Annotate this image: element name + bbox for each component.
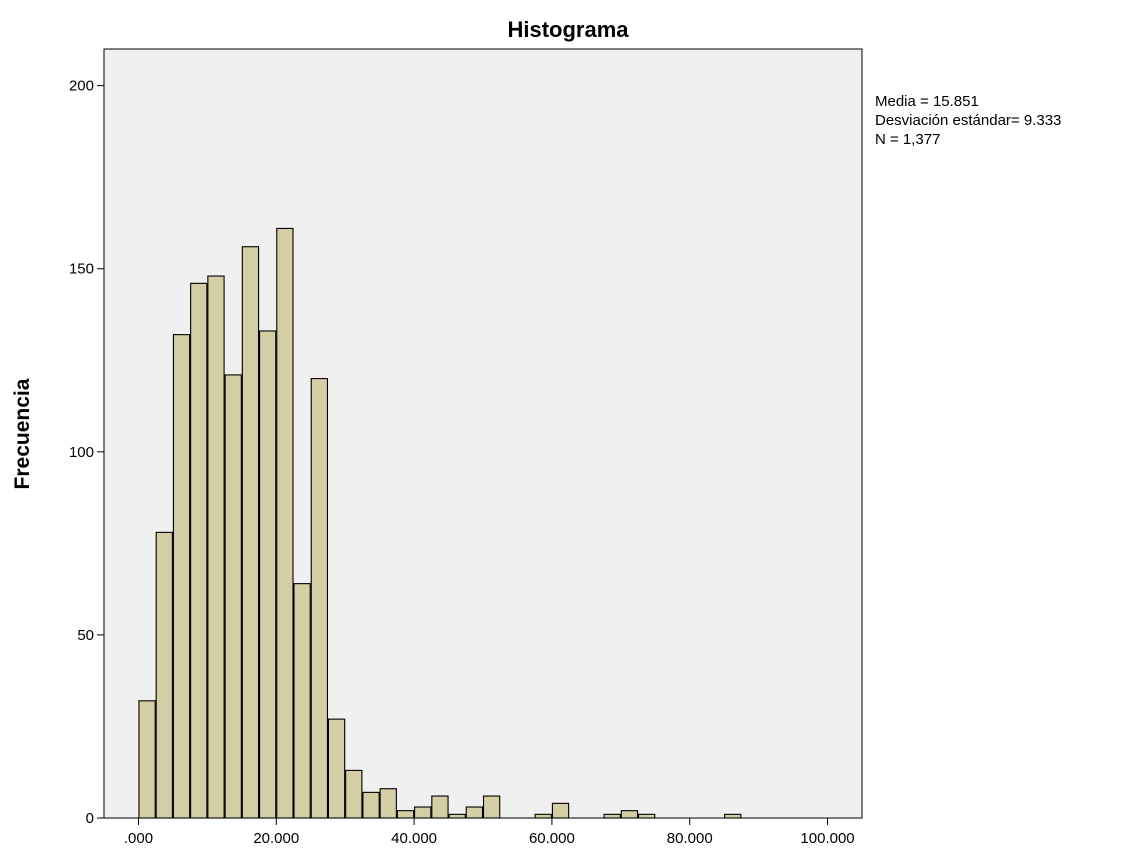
x-tick-label: .000 xyxy=(124,830,153,847)
y-axis-label: Frecuencia xyxy=(11,378,34,489)
x-tick-label: 60.000 xyxy=(529,830,575,847)
histogram-bar xyxy=(293,583,311,819)
histogram-bar xyxy=(482,795,501,819)
histogram-bar xyxy=(155,531,173,819)
histogram-bar xyxy=(620,810,639,819)
histogram-bar xyxy=(327,718,346,819)
x-tick-label: 80.000 xyxy=(667,830,713,847)
histogram-bar xyxy=(190,282,208,819)
x-tick-label: 40.000 xyxy=(391,830,437,847)
histogram-bar xyxy=(241,246,260,819)
histogram-bar xyxy=(465,806,484,819)
histogram-bar xyxy=(448,813,466,819)
x-tick-label: 20.000 xyxy=(253,830,299,847)
y-tick-label: 0 xyxy=(86,810,94,827)
histogram-bar xyxy=(603,813,621,819)
stat-std-dev: Desviación estándar= 9.333 xyxy=(875,112,1061,129)
histogram-bar xyxy=(414,806,432,819)
y-tick-label: 150 xyxy=(69,261,94,278)
axes-group: 0 50 100 150 200 .000 20.000 40.000 60.000 80.000… xyxy=(69,78,855,847)
stat-n: N = 1,377 xyxy=(875,131,940,148)
histogram-bar xyxy=(637,813,656,819)
histogram-bar xyxy=(551,802,570,819)
histogram-bar xyxy=(224,374,242,819)
histogram-bar xyxy=(172,334,191,819)
histogram-bar xyxy=(207,275,225,819)
histogram-bar xyxy=(379,788,397,819)
histogram-bar xyxy=(276,227,294,819)
stats-box: Media = 15.851 Desviación estándar= 9.33… xyxy=(875,93,1061,148)
histogram-bar xyxy=(431,795,449,819)
histogram-bar xyxy=(258,330,277,819)
y-tick-label: 200 xyxy=(69,78,94,95)
histogram-bar xyxy=(362,791,380,819)
histogram-bar xyxy=(724,813,742,819)
histogram-bar xyxy=(310,378,329,819)
histogram-bar xyxy=(534,813,552,819)
y-tick-label: 50 xyxy=(77,627,94,644)
y-tick-label: 100 xyxy=(69,444,94,461)
chart-title: Histograma xyxy=(507,17,629,42)
histogram-bar xyxy=(345,769,363,819)
bars-group xyxy=(138,227,742,819)
x-tick-label: 100.000 xyxy=(800,830,854,847)
stat-mean: Media = 15.851 xyxy=(875,93,979,110)
histogram-bar xyxy=(138,700,156,819)
histogram-bar xyxy=(396,810,415,819)
